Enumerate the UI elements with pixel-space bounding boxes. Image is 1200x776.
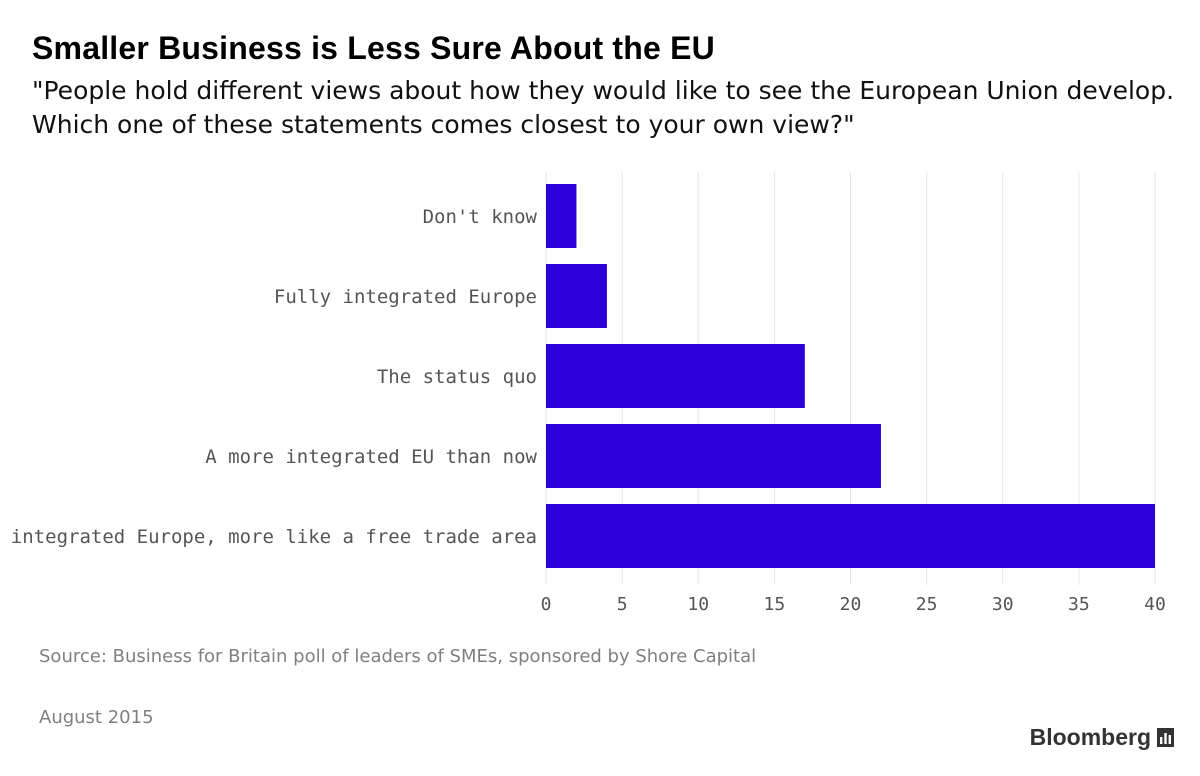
category-label: Don't know	[423, 206, 538, 228]
chart-title: Smaller Business is Less Sure About the …	[32, 30, 715, 66]
x-tick-label: 10	[687, 594, 709, 615]
brand-logo: Bloomberg	[1030, 724, 1174, 751]
x-tick-label: 35	[1068, 594, 1090, 615]
x-tick-label: 0	[541, 594, 552, 615]
category-labels: Don't know Fully integrated Europe The sta…	[0, 206, 538, 548]
x-tick-label: 25	[916, 594, 938, 615]
bar-chart-icon	[1157, 728, 1174, 747]
bar	[546, 264, 607, 328]
bar	[546, 344, 805, 408]
bar	[546, 424, 881, 488]
x-tick-label: 30	[992, 594, 1014, 615]
bar	[546, 184, 577, 248]
category-label: The status quo	[377, 366, 537, 388]
brand-name: Bloomberg	[1029, 724, 1151, 750]
source-note: Source: Business for Britain poll of lea…	[39, 646, 757, 667]
bar	[546, 504, 1155, 568]
bar-chart: Don't know Fully integrated Europe The sta…	[0, 172, 1166, 615]
subtitle-line-2: Which one of these statements comes clos…	[32, 110, 855, 139]
date-note: August 2015	[39, 707, 154, 728]
bars	[546, 184, 1155, 568]
chart-subtitle: "People hold different views about how t…	[32, 74, 1174, 142]
category-label: A less integrated Europe, more like a fr…	[0, 526, 537, 548]
x-axis-ticks: 0 5 10 15 20 25 30 35 40	[541, 594, 1166, 615]
x-tick-label: 5	[617, 594, 628, 615]
category-label: Fully integrated Europe	[274, 286, 537, 308]
category-label: A more integrated EU than now	[205, 446, 537, 468]
x-tick-label: 40	[1144, 594, 1166, 615]
subtitle-line-1: "People hold different views about how t…	[32, 76, 1175, 105]
x-tick-label: 15	[764, 594, 786, 615]
x-tick-label: 20	[840, 594, 862, 615]
